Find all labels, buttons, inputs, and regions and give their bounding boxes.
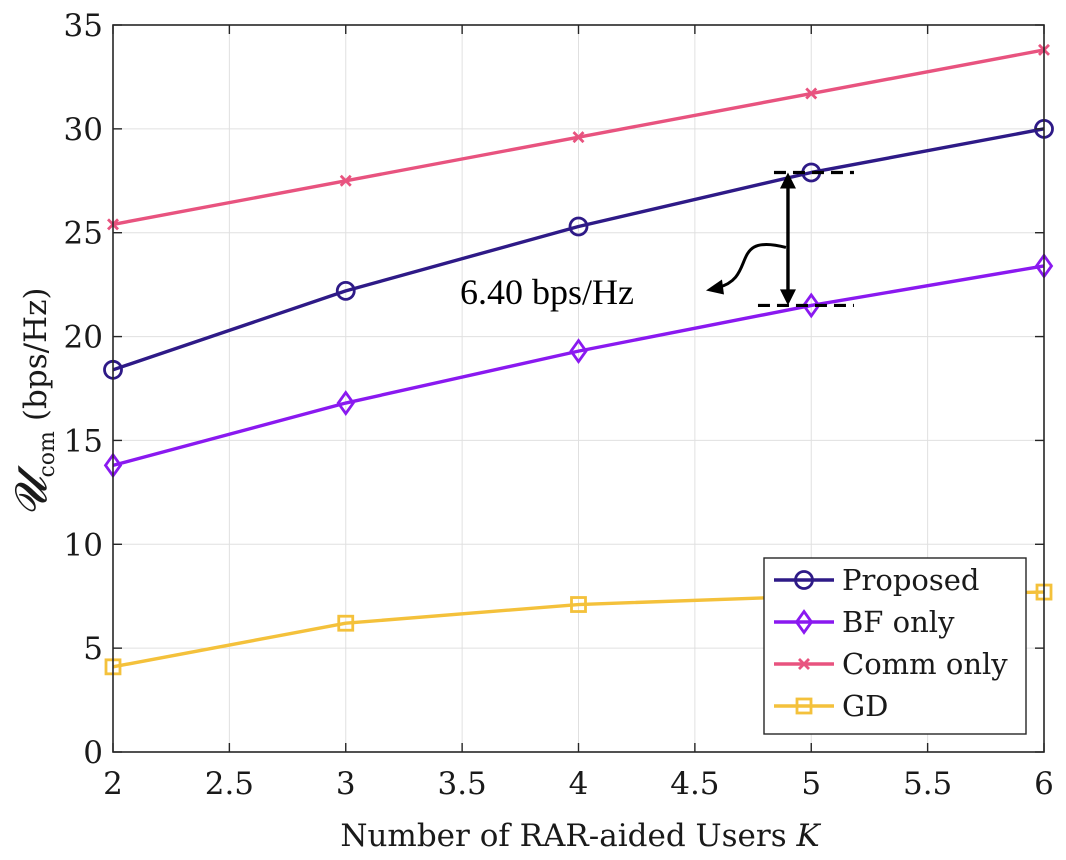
x-axis-label-text: Number of RAR-aided Users	[340, 818, 796, 854]
legend-marker	[794, 570, 814, 590]
legend: Proposed BF only Comm only GD	[763, 557, 1027, 735]
annotation-pointer	[717, 242, 787, 289]
legend-marker	[794, 609, 814, 635]
x-tick-label: 4	[569, 766, 589, 802]
x-tick-label: 5.5	[903, 766, 952, 802]
y-tick-label: 35	[64, 8, 103, 44]
data-point	[570, 596, 587, 613]
x-tick-label: 5	[801, 766, 821, 802]
x-tick-label: 6	[1034, 766, 1054, 802]
y-axis-label-subscript: com	[35, 431, 60, 478]
series-layer	[103, 43, 1054, 676]
annotation-pointer-head	[705, 279, 724, 295]
legend-item-bf-only: BF only	[774, 605, 955, 639]
x-tick-label: 2.5	[205, 766, 254, 802]
x-tick-label: 3	[336, 766, 356, 802]
svg-text:𝓤com(bps/Hz): 𝓤com(bps/Hz)	[6, 287, 60, 516]
series-line	[112, 127, 1045, 372]
y-tick-label: 10	[64, 527, 103, 563]
x-tick-label: 4.5	[670, 766, 719, 802]
data-point	[802, 292, 821, 319]
data-point	[335, 280, 356, 301]
y-tick-label: 30	[64, 112, 103, 148]
legend-item-comm-only: Comm only	[774, 647, 1008, 681]
data-point	[568, 216, 589, 237]
y-tick-label: 25	[64, 216, 103, 252]
y-tick-label: 5	[83, 631, 103, 667]
annotation-text: 6.40 bps/Hz	[460, 272, 634, 312]
legend-label: BF only	[842, 605, 955, 639]
data-point	[805, 87, 818, 100]
ticks: 2 2.5 3 3.5 4 4.5 5 5.5 6 0 5 10 15 20 25 30 35	[64, 8, 1054, 802]
x-tick-label: 2	[103, 766, 123, 802]
data-point	[339, 174, 352, 187]
x-axis-label: Number of RAR-aided Users K	[340, 818, 821, 854]
y-tick-label: 0	[83, 735, 103, 771]
legend-marker	[795, 697, 813, 715]
y-tick-label: 15	[64, 423, 103, 459]
data-point	[336, 390, 355, 416]
data-point	[572, 131, 585, 144]
y-axis-label-unit: (bps/Hz)	[18, 287, 54, 421]
legend-label: Proposed	[842, 563, 979, 597]
y-axis-label: 𝓤com(bps/Hz)	[6, 287, 60, 516]
series-line	[112, 264, 1045, 467]
legend-item-proposed: Proposed	[774, 563, 979, 597]
annotation: 6.40 bps/Hz	[460, 170, 854, 312]
annotation-arrow-head-top	[779, 172, 796, 189]
x-axis-label-variable: K	[795, 818, 821, 854]
data-point	[337, 614, 355, 632]
legend-label: GD	[842, 689, 888, 723]
legend-label: Comm only	[842, 647, 1008, 681]
data-point	[569, 338, 588, 365]
annotation-arrow-head-bottom	[779, 289, 796, 306]
y-tick-label: 20	[64, 320, 103, 356]
x-tick-label: 3.5	[437, 766, 486, 802]
legend-item-gd: GD	[774, 689, 888, 723]
legend-marker	[798, 658, 810, 670]
